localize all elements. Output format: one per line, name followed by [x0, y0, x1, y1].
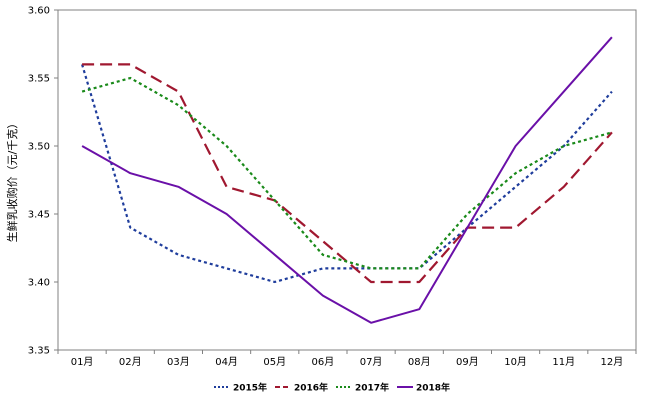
- legend-item: 2018年: [397, 382, 450, 394]
- y-tick-label: 3.55: [28, 74, 50, 85]
- x-tick-label: 10月: [504, 356, 527, 368]
- plot-border: [57, 9, 637, 351]
- legend-item: 2017年: [336, 382, 389, 394]
- y-axis: 3.35 3.40 3.45 3.50 3.55 3.60: [28, 6, 58, 357]
- x-axis: 01月 02月 03月 04月 05月 06月 07月 08月 09月 10月 11月 12月: [57, 350, 637, 368]
- x-tick-label: 03月: [167, 356, 190, 368]
- x-tick-label: 02月: [119, 356, 142, 368]
- legend-label: 2018年: [416, 382, 450, 394]
- y-tick-label: 3.40: [28, 278, 50, 289]
- legend-label: 2015年: [233, 382, 267, 394]
- x-tick-label: 08月: [408, 356, 431, 368]
- series-layer: [81, 36, 613, 324]
- series-line-4: [81, 36, 613, 324]
- y-tick-label: 3.50: [28, 142, 50, 153]
- series-line-1: [81, 64, 613, 284]
- series-line-3: [81, 76, 613, 270]
- x-tick-label: 09月: [456, 356, 479, 368]
- y-tick-label: 3.60: [28, 6, 50, 17]
- series-line-2: [82, 63, 613, 284]
- y-tick-label: 3.45: [28, 210, 50, 221]
- x-tick-label: 01月: [71, 356, 94, 368]
- y-tick-label: 3.35: [28, 346, 50, 357]
- x-tick-label: 05月: [263, 356, 286, 368]
- y-axis-label: 生鲜乳收购价（元/千克）: [5, 118, 19, 243]
- x-tick-label: 12月: [601, 356, 624, 368]
- legend: 2015年 2016年 2017年 2018年: [214, 382, 450, 394]
- plot-area: [57, 9, 637, 351]
- x-tick-label: 07月: [360, 356, 383, 368]
- legend-label: 2016年: [294, 382, 328, 394]
- x-tick-label: 11月: [552, 356, 575, 368]
- legend-item: 2015年: [214, 382, 267, 394]
- legend-label: 2017年: [355, 382, 389, 394]
- x-tick-label: 06月: [312, 356, 335, 368]
- legend-item: 2016年: [275, 382, 328, 394]
- x-tick-label: 04月: [215, 356, 238, 368]
